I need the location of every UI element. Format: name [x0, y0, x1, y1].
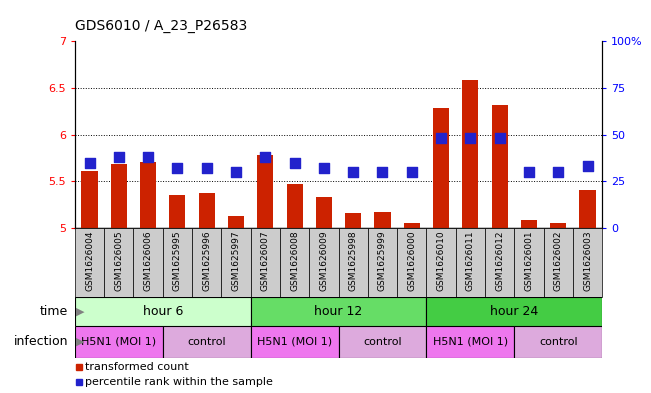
Text: hour 24: hour 24 [490, 305, 538, 318]
Point [523, 169, 534, 175]
Text: GDS6010 / A_23_P26583: GDS6010 / A_23_P26583 [75, 19, 247, 33]
Bar [75, 297, 251, 326]
Text: control: control [539, 337, 577, 347]
Bar [544, 228, 573, 297]
Text: GSM1626001: GSM1626001 [525, 230, 533, 291]
Text: ▶: ▶ [76, 337, 85, 347]
Text: hour 6: hour 6 [143, 305, 183, 318]
Bar [221, 228, 251, 297]
Point [406, 169, 417, 175]
Bar [163, 228, 192, 297]
Bar [521, 220, 537, 228]
Point [260, 154, 271, 160]
Text: GSM1625998: GSM1625998 [349, 230, 357, 291]
Bar [462, 81, 478, 228]
Text: GSM1626003: GSM1626003 [583, 230, 592, 291]
Bar [345, 213, 361, 228]
Bar [426, 297, 602, 326]
Bar [374, 212, 391, 228]
Bar [192, 228, 221, 297]
Bar [251, 326, 339, 358]
Bar [514, 326, 602, 358]
Point [553, 169, 564, 175]
Bar [485, 228, 514, 297]
Bar [573, 228, 602, 297]
Bar [104, 228, 133, 297]
Point [289, 160, 299, 166]
Text: time: time [40, 305, 68, 318]
Bar [316, 197, 332, 228]
Bar [111, 164, 127, 228]
Point [495, 135, 505, 141]
Bar [492, 105, 508, 228]
Bar [456, 228, 485, 297]
Bar [133, 228, 163, 297]
Text: GSM1625999: GSM1625999 [378, 230, 387, 291]
Bar [251, 228, 280, 297]
Text: GSM1625995: GSM1625995 [173, 230, 182, 291]
Bar [257, 155, 273, 228]
Point [143, 154, 154, 160]
Bar [228, 216, 244, 228]
Bar [309, 228, 339, 297]
Bar [339, 326, 426, 358]
Point [583, 163, 593, 169]
Point [436, 135, 447, 141]
Text: GSM1626006: GSM1626006 [144, 230, 152, 291]
Bar [169, 195, 186, 228]
Point [348, 169, 358, 175]
Bar [579, 190, 596, 228]
Bar [163, 326, 251, 358]
Text: percentile rank within the sample: percentile rank within the sample [85, 377, 273, 387]
Point [231, 169, 242, 175]
Bar [433, 108, 449, 228]
Point [202, 165, 212, 171]
Point [465, 135, 476, 141]
Bar [404, 223, 420, 228]
Text: H5N1 (MOI 1): H5N1 (MOI 1) [257, 337, 332, 347]
Text: hour 12: hour 12 [314, 305, 363, 318]
Bar [251, 297, 426, 326]
Point [173, 165, 183, 171]
Text: GSM1626009: GSM1626009 [320, 230, 328, 291]
Point [114, 154, 124, 160]
Text: GSM1626002: GSM1626002 [554, 230, 562, 290]
Text: ▶: ▶ [76, 307, 85, 316]
Text: control: control [187, 337, 226, 347]
Bar [426, 228, 456, 297]
Bar [286, 184, 303, 228]
Bar [75, 326, 163, 358]
Text: GSM1626007: GSM1626007 [261, 230, 270, 291]
Bar [75, 228, 104, 297]
Text: control: control [363, 337, 402, 347]
Bar [140, 162, 156, 228]
Bar [397, 228, 426, 297]
Bar [199, 193, 215, 228]
Text: GSM1625997: GSM1625997 [232, 230, 240, 291]
Point [319, 165, 329, 171]
Text: H5N1 (MOI 1): H5N1 (MOI 1) [81, 337, 156, 347]
Text: H5N1 (MOI 1): H5N1 (MOI 1) [433, 337, 508, 347]
Text: GSM1626012: GSM1626012 [495, 230, 504, 290]
Bar [426, 326, 514, 358]
Bar [514, 228, 544, 297]
Text: GSM1625996: GSM1625996 [202, 230, 211, 291]
Point [378, 169, 388, 175]
Bar [81, 171, 98, 228]
Bar [550, 223, 566, 228]
Text: GSM1626004: GSM1626004 [85, 230, 94, 290]
Text: GSM1626011: GSM1626011 [466, 230, 475, 291]
Bar [368, 228, 397, 297]
Text: transformed count: transformed count [85, 362, 189, 372]
Text: GSM1626008: GSM1626008 [290, 230, 299, 291]
Point [85, 160, 95, 166]
Bar [339, 228, 368, 297]
Text: GSM1626010: GSM1626010 [437, 230, 445, 291]
Text: GSM1626005: GSM1626005 [115, 230, 123, 291]
Text: GSM1626000: GSM1626000 [408, 230, 416, 291]
Text: infection: infection [14, 335, 68, 349]
Bar [280, 228, 309, 297]
